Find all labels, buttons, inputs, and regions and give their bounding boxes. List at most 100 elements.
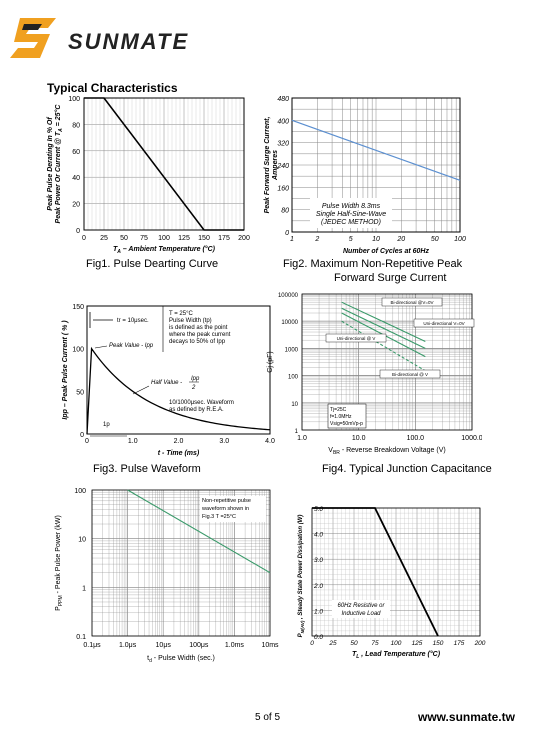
fig6-y-tick: 2.0 [313,583,323,590]
fig1-y-tick: 80 [72,122,80,129]
fig3-tj-line: Pulse Width (tp) [169,318,212,324]
fig6-y-label-tail: , Steady State Power Dissipation (W) [298,515,304,621]
fig2-frame [291,97,461,233]
fig4-condition-line: Tj=25C [330,407,347,413]
fig1-x-tick: 50 [120,235,128,242]
fig3-tj-line: T = 25°C [169,311,193,317]
fig5-x-tick: 1.0ms [225,642,245,649]
fig5-note-line: Non-repetitive pulse [202,498,251,504]
fig3-peak-label: Peak Value - Ipp [109,343,154,349]
fig4-y-tick: 100000 [278,293,299,299]
fig4-y-tick: 1000 [285,347,299,353]
fig1-frame [83,97,245,231]
fig5-power-curve [127,489,271,574]
fig5-y-tick: 100 [74,488,86,495]
fig2-surge-curve [291,119,461,181]
fig1-x-tick: 150 [198,235,210,242]
fig4-series-label: Uni-directional @ V [337,336,376,341]
fig6-x-tick: 25 [328,640,337,647]
fig6-x-tick: 125 [412,640,423,647]
fig4-conditions-box [327,403,367,429]
fig2-y-tick: 320 [277,141,289,148]
fig5-note-box [200,496,266,522]
fig6-x-tick: 100 [391,640,402,647]
fig6-x-tick: 175 [454,640,465,647]
fig5-frame [91,489,271,637]
fig5-x-label-tail: - Pulse Width (sec.) [152,655,215,662]
fig4-series-line [341,301,426,342]
fig4-y-label: Cj (pF) [267,351,274,372]
fig1-x-tick: 175 [218,235,230,242]
fig2-x-tick: 20 [396,236,405,243]
fig6-note-box [332,600,390,618]
fig4-x-tick: 10.0 [352,435,366,442]
fig1-x-label-sub: A [116,249,121,254]
fig2-note-line: Single Half-Sine-Wave [316,211,386,218]
fig3-tp-label: 1p [103,422,110,428]
fig3-tr-label: tr = 10μsec. [117,318,149,324]
fig4-series-line [341,307,426,349]
fig4-y-tick: 10000 [281,320,298,326]
fig1-y-tick: 0 [76,228,80,235]
fig6-x-tick: 0 [310,640,314,647]
fig4-series-label-box [379,369,441,379]
fig2-x-tick: 10 [372,236,380,243]
fig1-x-tick: 25 [100,235,108,242]
fig5-y-tick: 1 [82,585,86,592]
fig2-y-tick: 480 [277,96,289,103]
fig4-condition-line: Vsig=50mVp-p [330,421,363,427]
fig4-series-label-box [381,297,443,307]
fig2-caption-line2: Forward Surge Current [334,272,447,284]
fig4-series-label: Uni-directional V=0V [423,321,464,326]
fig1-caption: Fig1. Pulse Dearting Curve [86,258,219,270]
fig6-x-tick: 50 [350,640,358,647]
fig4-y-tick: 100 [288,375,299,381]
fig2-y-tick: 0 [285,230,289,237]
fig2-note-line: Pulse Width 8.3ms [322,203,381,210]
fig1-y-tick: 40 [72,175,80,182]
fig1-y-label-1: Peak Pulse Derating In % Of [47,117,54,211]
fig6-frame [311,507,481,637]
fig1-x-tick: 125 [178,235,190,242]
fig3-y-tick: 0 [80,432,84,439]
fig3-pulse-curve [86,346,271,435]
fig4-y-tick: 1 [295,429,299,435]
fig5-x-label: td - Pulse Width (sec.) [147,655,215,664]
fig3-x-tick: 1.0 [128,438,138,445]
fig2-y-label-1: Peak Forward Surge Current, [264,117,271,214]
fig1-x-label: TA – Ambient Temperature (°C) [113,245,216,254]
fig5-y-tick: 0.1 [76,634,86,641]
fig2-chart: 1 2 5 10 20 50 100 0 80 160 240 320 400 480 Pulse Widt… [264,96,466,254]
fig3-x-tick: 4.0 [265,438,275,445]
fig1-x-tick: 200 [238,235,250,242]
fig6-x-label-sub: L [356,654,359,660]
fig2-x-tick: 2 [314,236,319,243]
fig1-y-tick: 60 [72,149,80,156]
fig5-note-line: waveform shown in [201,506,249,512]
fig3-half-label: Half Value - [151,380,182,386]
fig4-series-label: Bi-directional @V=0V [391,300,434,305]
fig1-y-tick: 100 [68,96,80,103]
fig3-tj-line: where the peak current [168,332,231,338]
fig2-note-box [310,198,392,228]
fig1-chart: 0 25 50 75 100 125 150 175 200 0 20 40 60 80 100 TA – A… [47,96,250,254]
fig6-x-tick: 200 [474,640,486,647]
fig6-x-tick: 150 [433,640,444,647]
fig4-x-tick: 1000.0 [461,435,482,442]
fig1-y-tick: 20 [72,202,80,209]
fig2-y-tick: 400 [277,118,289,125]
fig5-x-tick: 0.1μs [83,642,101,649]
fig1-derating-curve [84,97,244,231]
fig3-peak-arrow [94,345,108,349]
fig1-x-tick: 75 [140,235,148,242]
fig3-y-label: Ipp – Peak Pulse Current ( % ) [62,320,69,420]
fig2-y-tick: 80 [281,208,289,215]
fig6-y-tick: 0.0 [314,634,323,641]
fig5-x-tick: 10ms [261,642,279,649]
fig3-y-tick: 100 [72,347,84,354]
fig2-x-tick: 100 [454,236,466,243]
fig6-dissipation-curve [312,507,439,637]
fig5-y-label-sub: PPM [58,595,64,606]
fig6-y-label: PM(AV) , Steady State Power Dissipation … [298,515,305,638]
fig2-y-tick: 160 [277,185,289,192]
